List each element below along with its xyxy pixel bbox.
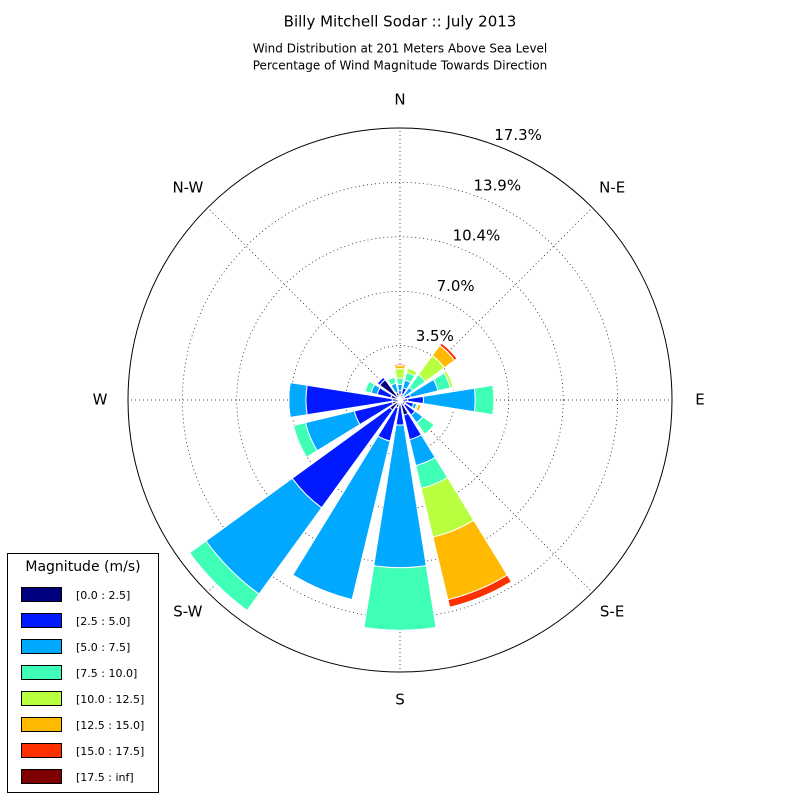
grid-spoke (399, 399, 593, 593)
wind-bar (396, 383, 404, 392)
chart-subtitle: Percentage of Wind Magnitude Towards Dir… (253, 59, 547, 73)
wind-bar (292, 574, 353, 601)
legend-swatch (21, 691, 62, 706)
direction-label: N (394, 91, 405, 109)
direction-label: N-E (599, 178, 625, 196)
legend-label: [7.5 : 10.0] (76, 667, 137, 680)
wind-bar (387, 376, 395, 381)
direction-label: W (93, 391, 108, 409)
r-tick-label: 7.0% (437, 277, 475, 295)
grid-spoke (207, 207, 401, 401)
chart-subtitle: Wind Distribution at 201 Meters Above Se… (253, 42, 548, 56)
polar-plot: N N-E E S-E S S-W W N-W 3.5% 7.0% 10.4% 13.9% 17.3% (93, 91, 705, 709)
legend-swatch (21, 639, 62, 654)
r-tick-label: 10.4% (453, 227, 501, 245)
legend-swatch (21, 717, 62, 732)
chart-title: Billy Mitchell Sodar :: July 2013 (284, 13, 517, 31)
r-tick-label: 17.3% (494, 126, 542, 144)
grid-ring (182, 182, 618, 618)
direction-label: S-E (600, 603, 624, 621)
direction-label: S-W (173, 603, 202, 621)
wind-bar (363, 565, 437, 631)
grid-ring (290, 290, 510, 510)
wind-bar (395, 377, 405, 386)
direction-label: N-W (172, 178, 203, 196)
grid-spoke (399, 207, 593, 401)
wind-bar (449, 581, 512, 608)
direction-label: S (395, 691, 405, 709)
wind-bar (473, 384, 495, 416)
legend-label: [12.5 : 15.0] (76, 719, 144, 732)
legend-swatch (21, 743, 62, 758)
legend-label: [2.5 : 5.0] (76, 615, 130, 628)
legend-label: [17.5 : inf] (76, 771, 134, 784)
outer-ring (127, 127, 673, 673)
wind-bar (363, 627, 437, 631)
legend-label: [5.0 : 7.5] (76, 641, 130, 654)
legend-label: [10.0 : 12.5] (76, 693, 144, 706)
legend-swatch (21, 665, 62, 680)
r-tick-label: 13.9% (473, 176, 521, 194)
legend-swatch (21, 613, 62, 628)
legend-swatch (21, 769, 62, 784)
r-tick-label: 3.5% (416, 327, 454, 345)
direction-label: E (695, 391, 704, 409)
legend-swatch (21, 587, 62, 602)
wind-bar (288, 382, 308, 418)
legend-title: Magnitude (m/s) (25, 559, 140, 575)
wind-bar (376, 376, 384, 384)
wind-bar (394, 368, 406, 379)
legend: Magnitude (m/s) [0.0 : 2.5] [2.5 : 5.0] [5… (7, 553, 159, 793)
legend-label: [0.0 : 2.5] (76, 589, 130, 602)
wind-bar (288, 382, 291, 418)
legend-label: [15.0 : 17.5] (76, 745, 144, 758)
wind-bar (441, 342, 458, 359)
